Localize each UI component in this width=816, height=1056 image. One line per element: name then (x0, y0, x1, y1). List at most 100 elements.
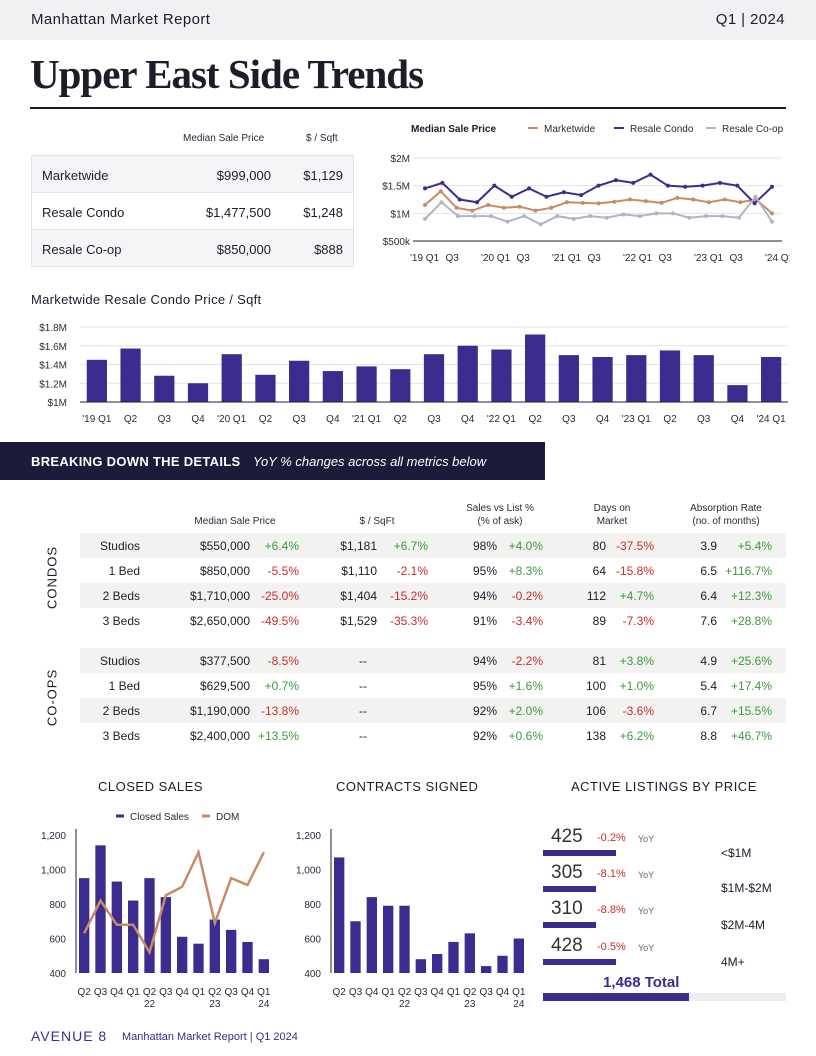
listing-yoy: YoY (638, 834, 655, 844)
bar (111, 881, 122, 973)
cell-abschg: +12.3% (730, 589, 772, 603)
bar (255, 374, 276, 402)
x-tick-label: Q3 (446, 253, 460, 264)
series-line-resale-condo (424, 173, 773, 205)
cell-abs: 5.4 (700, 679, 717, 693)
cell-svl: 91% (472, 614, 497, 628)
data-point (486, 203, 491, 208)
x-tick-label: Q1 (126, 987, 140, 998)
cell-ppsf: $1,529 (340, 614, 377, 628)
data-point (475, 200, 480, 205)
listing-count: 428 (551, 935, 583, 956)
data-point (527, 186, 532, 191)
data-point (454, 205, 459, 210)
data-point (670, 211, 675, 216)
bar (334, 857, 345, 973)
x-tick-label: Q3 (730, 253, 744, 264)
bar (448, 941, 459, 973)
x-tick-label: Q4 (731, 414, 745, 425)
y-tick-label: 1,200 (41, 831, 66, 842)
bar (258, 959, 269, 973)
cell-price: $2,400,000 (189, 729, 250, 743)
y-tick-label: $1.6M (39, 342, 67, 353)
cell-abs: 6.4 (700, 589, 717, 603)
table-row: 1 Bed $850,000 -5.5% $1,110 -2.1% 95% +8.3% 64-… (80, 558, 786, 583)
data-point (604, 215, 609, 220)
summary-row: Resale Co-op $850,000 $888 (32, 230, 353, 267)
x-tick-label: Q3 (414, 987, 428, 998)
summary-col-ppsf: $ / Sqft (306, 133, 338, 144)
summary-row-price: $1,477,500 (205, 205, 271, 220)
cell-dom: 112 (586, 589, 606, 603)
legend-label: Resale Co-op (722, 124, 784, 135)
cell-abs: 3.9 (700, 539, 717, 553)
x-tick-label: '24 Q1 (757, 414, 787, 425)
series-line-resale-co-op (424, 195, 773, 226)
listing-category: $2M-4M (721, 918, 766, 932)
cell-svl: 95% (472, 679, 497, 693)
data-point (472, 214, 477, 219)
title-rule (30, 107, 786, 109)
cell-abs: 6.7 (700, 704, 717, 718)
bar (356, 366, 377, 402)
cell-dom: 89 (592, 614, 606, 628)
y-tick-label: 600 (49, 935, 66, 946)
y-tick-label: 800 (49, 900, 66, 911)
cell-pchg: -25.0% (260, 589, 299, 603)
listing-bar (543, 850, 617, 856)
data-point (637, 214, 642, 219)
legend-label: DOM (216, 812, 239, 823)
table-row: 3 Beds $2,400,000 +13.5% -- 92% +0.6% 138 +6.2%… (80, 723, 786, 748)
x-tick-label: Q2 (663, 414, 677, 425)
data-point (613, 178, 618, 183)
cell-svlchg: -0.2% (511, 589, 543, 603)
cell-type: 2 Beds (102, 589, 140, 603)
listing-change: -0.2% (597, 832, 626, 844)
bar (457, 345, 478, 402)
cell-dom: 106 (585, 704, 606, 718)
summary-row-ppsf: $1,129 (303, 168, 343, 183)
y-tick-label: $1.5M (382, 182, 410, 193)
summary-col-price: Median Sale Price (183, 133, 265, 144)
listing-bar (543, 959, 617, 965)
cell-svl: 94% (472, 589, 497, 603)
listings-total: 1,468 Total (603, 974, 680, 991)
data-point (720, 214, 725, 219)
data-point (706, 200, 711, 205)
cell-pchg: -5.5% (267, 564, 299, 578)
listing-count: 310 (551, 898, 583, 919)
x-tick-label: '21 Q1 (352, 414, 382, 425)
listing-bar (543, 886, 596, 892)
x-tick-label: '19 Q1 (82, 414, 112, 425)
bar (226, 929, 237, 973)
footer-brand: AVENUE 8 (31, 1028, 108, 1044)
data-point (687, 215, 692, 220)
x-tick-label: Q4 (365, 987, 379, 998)
median-price-line-chart: Median Sale Price Marketwide Resale Condo R… (382, 124, 790, 264)
bar (144, 878, 155, 973)
cell-ppsfchg: -35.3% (389, 614, 428, 628)
cell-svlchg: +0.6% (508, 729, 543, 743)
footer-text: Manhattan Market Report | Q1 2024 (122, 1031, 298, 1043)
bar (209, 919, 220, 973)
x-tick-label: Q3 (224, 987, 238, 998)
x-tick-label: '22 Q1 (487, 414, 517, 425)
col-header-ppsf: $ / SqFt (342, 515, 412, 528)
legend-label: Marketwide (544, 124, 596, 135)
cell-abschg: +46.7% (730, 729, 772, 743)
summary-table: Marketwide $999,000 $1,129 Resale Condo … (31, 155, 354, 267)
bar (383, 905, 394, 973)
bar (525, 334, 546, 402)
cell-abschg: +28.8% (730, 614, 772, 628)
bar (86, 359, 107, 402)
dom-line (83, 848, 265, 956)
data-point (596, 201, 601, 206)
bar (350, 921, 361, 973)
cell-ppsf: $1,181 (340, 539, 377, 553)
data-point (722, 197, 727, 202)
data-point (700, 183, 705, 188)
cell-ppsf: $1,404 (340, 589, 377, 603)
year-label: 24 (258, 999, 270, 1010)
cell-ppsfchg: -2.1% (396, 564, 428, 578)
data-point (738, 200, 743, 205)
